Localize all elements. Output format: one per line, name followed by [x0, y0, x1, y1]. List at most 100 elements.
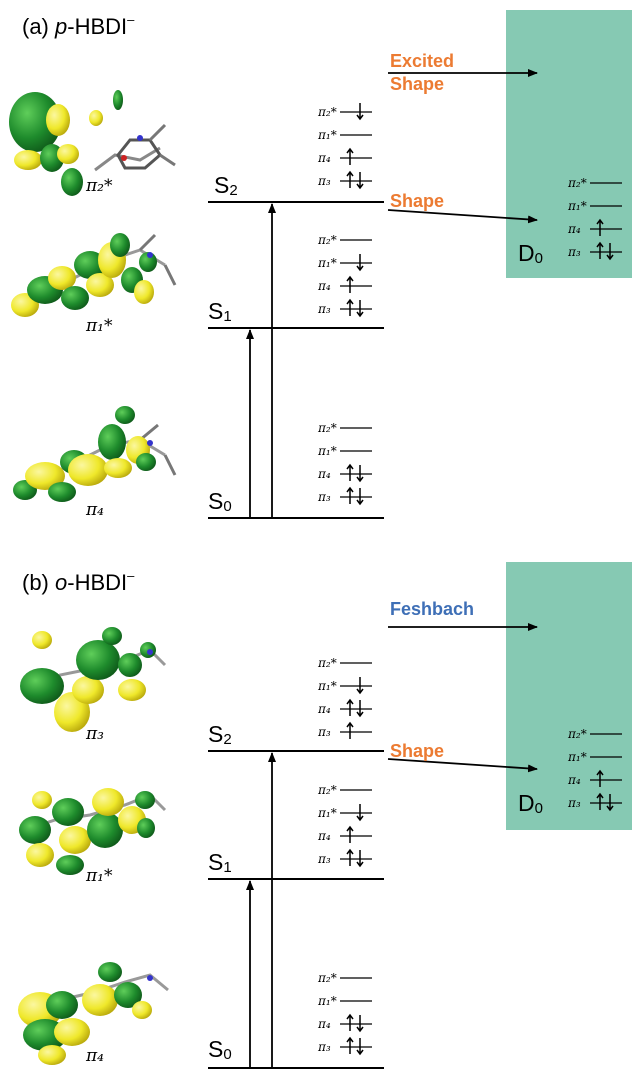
shape-arrow-b — [387, 758, 538, 773]
orbital-image-b-bottom — [18, 962, 169, 1065]
state-d0-a: D0 — [518, 240, 543, 267]
state-s0-a: S0 — [208, 488, 232, 515]
orbital-label-b-bottom: π₄ — [86, 1046, 104, 1066]
continuum-box-b — [506, 562, 632, 830]
orbital-row-label: π₄ — [317, 151, 331, 165]
state-d0-b-letter: D — [518, 790, 535, 816]
orbital-row-label: π₁* — [317, 128, 337, 142]
spin-up-arrow — [346, 170, 354, 188]
spin-up-arrow — [596, 218, 604, 236]
orbital-row-label: π₄ — [317, 829, 331, 843]
panel-b-title: (b) o-HBDI– — [22, 568, 135, 596]
orbital-row-label: π₃ — [317, 174, 331, 188]
orbital-row-label: π₁* — [317, 256, 337, 270]
orbital-label-b-mid: π₁* — [86, 866, 113, 886]
state-s2-a: S2 — [214, 172, 238, 199]
orbital-row-label: π₄ — [317, 279, 331, 293]
spin-down-arrow — [356, 488, 364, 506]
state-s1-b: S1 — [208, 849, 232, 876]
spin-up-arrow — [346, 721, 354, 739]
orbital-row-label: π₂* — [317, 656, 337, 670]
panel-b-title-sup: – — [127, 568, 135, 583]
orbital-row-label: π₁* — [317, 444, 337, 458]
panel-a-title-italic: p — [55, 14, 68, 39]
spin-up-arrow — [346, 275, 354, 293]
orbital-row-label: π₃ — [317, 302, 331, 316]
excited-shape-line1: Excited — [390, 51, 455, 71]
orbital-row-label: π₂* — [317, 233, 337, 247]
state-s0-b-letter: S — [208, 1036, 224, 1062]
orbital-row-label: π₄ — [567, 773, 581, 787]
state-s1-a-sub: 1 — [223, 308, 232, 325]
feshbach-label-b: Feshbach — [390, 599, 475, 619]
orbital-row-label: π₄ — [317, 1017, 331, 1031]
orbital-config-b-s1: π₂* π₁* π₄ π₃ — [317, 783, 372, 868]
orbital-row-label: π₂* — [567, 727, 587, 741]
orbital-config-b-s0: π₂* π₁* π₄ π₃ — [317, 971, 372, 1056]
state-d0-b-sub: 0 — [534, 800, 543, 817]
spin-up-arrow — [346, 298, 354, 316]
spin-up-arrow — [346, 848, 354, 866]
spin-down-arrow — [356, 103, 364, 121]
excited-shape-line2: Shape — [390, 73, 445, 94]
orbital-label-a-mid: π₁* — [86, 316, 113, 336]
orbital-label-b-top: π₃ — [86, 724, 104, 744]
panel-a-title-rest: -HBDI — [67, 14, 128, 39]
state-d0-a-sub: 0 — [534, 250, 543, 267]
orbital-row-label: π₁* — [317, 994, 337, 1008]
orbital-row-label: π₁* — [317, 679, 337, 693]
orbital-row-label: π₄ — [317, 702, 331, 716]
orbital-config-a-s2: π₂* π₁* π₄ π₃ — [317, 103, 372, 190]
spin-down-arrow — [356, 804, 364, 822]
orbital-image-b-top — [20, 627, 167, 732]
spin-up-arrow — [346, 825, 354, 843]
spin-up-arrow — [346, 463, 354, 481]
orbital-row-label: π₁* — [567, 199, 587, 213]
orbital-row-label: π₂* — [317, 421, 337, 435]
orbital-row-label: π₃ — [317, 1040, 331, 1054]
state-s0-a-letter: S — [208, 488, 224, 514]
state-s1-b-sub: 1 — [223, 859, 232, 876]
panel-b-title-rest: -HBDI — [67, 570, 128, 595]
state-s1-a-letter: S — [208, 298, 224, 324]
panel-b-title-italic: o — [55, 570, 68, 595]
orbital-row-label: π₁* — [317, 806, 337, 820]
spin-up-arrow — [346, 147, 354, 165]
orbital-image-a-bottom — [13, 406, 177, 502]
state-s2-b-sub: 2 — [223, 731, 232, 748]
state-s0-a-sub: 0 — [223, 498, 232, 515]
orbital-image-a-top — [9, 90, 176, 196]
excited-shape-label-a: Excited Shape — [390, 50, 454, 95]
state-s1-b-letter: S — [208, 849, 224, 875]
orbital-label-a-bottom: π₄ — [86, 500, 104, 520]
orbital-config-b-d0: π₂* π₁* π₄ π₃ — [567, 727, 622, 812]
orbital-row-label: π₃ — [567, 796, 581, 810]
spin-down-arrow — [356, 677, 364, 695]
spin-up-arrow — [596, 792, 604, 810]
spin-up-arrow — [346, 1036, 354, 1054]
spin-up-arrow — [346, 486, 354, 504]
state-s1-a: S1 — [208, 298, 232, 325]
orbital-row-label: π₄ — [317, 467, 331, 481]
state-s2-a-sub: 2 — [229, 182, 238, 199]
spin-down-arrow — [606, 794, 614, 812]
panel-b-title-prefix: (b) — [22, 570, 55, 595]
orbital-row-label: π₄ — [567, 222, 581, 236]
continuum-box-a — [506, 10, 632, 278]
panel-a-title: (a) p-HBDI– — [22, 12, 134, 40]
panel-a-title-prefix: (a) — [22, 14, 55, 39]
shape-arrow-a — [387, 209, 538, 224]
orbital-row-label: π₃ — [317, 852, 331, 866]
orbital-image-a-mid — [11, 233, 177, 317]
state-d0-b: D0 — [518, 790, 543, 817]
state-s2-a-letter: S — [214, 172, 230, 198]
orbital-row-label: π₂* — [567, 176, 587, 190]
spin-down-arrow — [356, 1038, 364, 1056]
orbital-row-label: π₃ — [567, 245, 581, 259]
spin-down-arrow — [356, 850, 364, 868]
orbital-row-label: π₃ — [317, 725, 331, 739]
orbital-config-a-s0: π₂* π₁* π₄ π₃ — [317, 421, 372, 506]
state-d0-a-letter: D — [518, 240, 535, 266]
spin-down-arrow — [606, 243, 614, 261]
